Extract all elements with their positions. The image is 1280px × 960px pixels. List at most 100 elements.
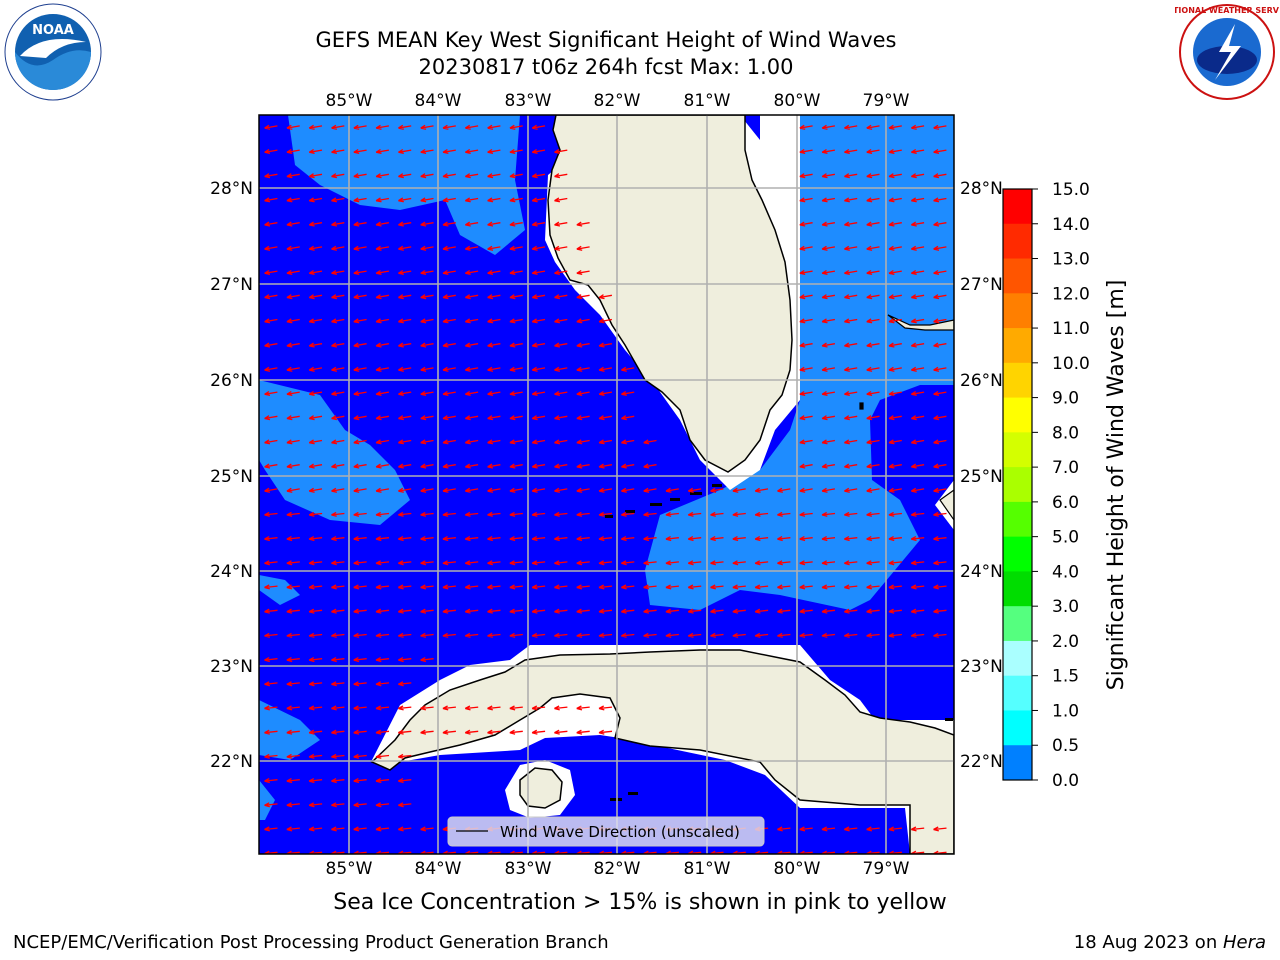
wind-wave-arrow — [353, 415, 367, 421]
wind-wave-arrow — [866, 366, 880, 372]
wind-wave-arrow — [554, 269, 568, 276]
footer-left: NCEP/EMC/Verification Post Processing Pr… — [13, 932, 609, 953]
wind-wave-arrow — [353, 584, 367, 590]
colorbar-tick-label: 1.5 — [1052, 667, 1079, 687]
wind-wave-arrow — [487, 463, 501, 469]
wind-wave-arrow — [398, 197, 412, 203]
wind-wave-arrow — [308, 778, 323, 784]
wind-wave-arrow — [799, 632, 813, 638]
wind-wave-arrow — [844, 221, 858, 227]
wind-wave-arrow — [799, 487, 813, 493]
colorbar-tick-label: 13.0 — [1052, 250, 1090, 270]
wind-wave-arrow — [286, 342, 300, 348]
wind-wave-arrow — [487, 318, 501, 324]
wind-wave-arrow — [531, 390, 546, 397]
wind-wave-arrow — [353, 148, 367, 155]
lon-label: 82°W — [594, 91, 641, 111]
wind-wave-arrow — [531, 366, 546, 372]
wind-wave-arrow — [933, 245, 947, 251]
wind-wave-arrow — [509, 511, 523, 517]
wind-wave-arrow — [398, 318, 412, 324]
wind-wave-arrow — [910, 366, 925, 372]
wind-wave-arrow — [442, 390, 456, 397]
wind-wave-arrow — [665, 560, 679, 566]
wind-wave-arrow — [866, 439, 880, 445]
wind-wave-arrow — [710, 536, 724, 542]
wind-wave-arrow — [286, 705, 300, 711]
wind-wave-arrow — [665, 487, 679, 493]
wind-wave-arrow — [620, 608, 635, 614]
lat-label: 25°N — [210, 467, 253, 487]
colorbar-segment — [1003, 293, 1032, 329]
wind-wave-arrow — [910, 632, 925, 638]
wind-wave-arrow — [799, 560, 813, 566]
wind-wave-arrow — [331, 221, 345, 227]
wind-wave-arrow — [866, 536, 880, 542]
wind-wave-arrow — [353, 173, 367, 179]
wind-wave-arrow — [710, 608, 724, 614]
lon-label: 79°W — [863, 91, 910, 111]
wind-wave-arrow — [353, 511, 367, 517]
wind-wave-arrow — [353, 269, 367, 276]
colorbar-segment — [1003, 640, 1032, 677]
wind-wave-arrow — [264, 173, 278, 179]
wind-wave-arrow — [576, 705, 590, 711]
wind-wave-arrow — [308, 245, 323, 251]
wind-wave-arrow — [821, 269, 836, 276]
wind-wave-arrow — [308, 753, 323, 759]
wind-wave-arrow — [509, 245, 523, 251]
wind-wave-arrow — [397, 705, 412, 711]
isle-of-youth-land — [519, 767, 563, 809]
wind-wave-arrow — [464, 342, 479, 348]
wind-wave-arrow — [375, 366, 390, 372]
colorbar-segment — [1003, 432, 1032, 468]
wind-wave-arrow — [442, 173, 456, 179]
wind-wave-arrow — [398, 245, 412, 251]
wind-wave-arrow — [799, 148, 813, 155]
wind-wave-arrow — [331, 269, 345, 276]
wind-wave-arrow — [264, 415, 278, 421]
wind-wave-arrow — [554, 536, 568, 542]
wind-wave-arrow — [665, 511, 679, 517]
wind-wave-arrow — [353, 124, 367, 130]
wind-wave-arrow — [308, 729, 323, 735]
wind-wave-arrow — [643, 463, 657, 469]
wind-wave-arrow — [821, 511, 836, 517]
wind-wave-arrow — [420, 439, 434, 445]
wind-wave-arrow — [331, 802, 345, 808]
wind-wave-arrow — [554, 415, 568, 421]
wind-wave-arrow — [531, 245, 546, 251]
wind-wave-arrow — [710, 632, 724, 638]
wind-wave-arrow — [710, 511, 724, 517]
wind-wave-arrow — [576, 269, 590, 276]
wind-wave-arrow — [308, 415, 323, 421]
wind-wave-arrow — [531, 269, 546, 276]
wind-wave-arrow — [933, 221, 947, 227]
wind-wave-arrow — [509, 173, 523, 179]
wind-wave-arrow — [910, 269, 925, 276]
wind-wave-arrow — [754, 536, 769, 542]
wind-wave-arrow — [420, 415, 434, 421]
wind-wave-arrow — [487, 511, 501, 517]
colorbar-segment — [1003, 675, 1032, 711]
wind-wave-arrow — [866, 148, 880, 155]
wind-wave-arrow — [643, 560, 657, 566]
footer-host: Hera — [1222, 932, 1266, 953]
wind-wave-arrow — [888, 390, 902, 397]
wind-wave-arrow — [398, 173, 412, 179]
wind-wave-arrow — [464, 536, 479, 542]
wind-wave-arrow — [375, 245, 390, 251]
wind-wave-arrow — [375, 415, 390, 421]
wind-wave-arrow — [397, 511, 412, 517]
wind-wave-arrow — [509, 632, 523, 638]
wind-wave-arrow — [799, 197, 813, 203]
wind-wave-arrow — [910, 487, 925, 493]
colorbar-tick-label: 3.0 — [1052, 597, 1079, 617]
wind-wave-arrow — [442, 366, 456, 372]
wind-wave-arrow — [509, 729, 523, 735]
wind-wave-arrow — [910, 584, 925, 590]
wind-wave-arrow — [799, 245, 813, 251]
graticule — [259, 115, 954, 854]
wind-wave-arrow — [821, 294, 836, 300]
wind-wave-arrow — [286, 536, 300, 542]
